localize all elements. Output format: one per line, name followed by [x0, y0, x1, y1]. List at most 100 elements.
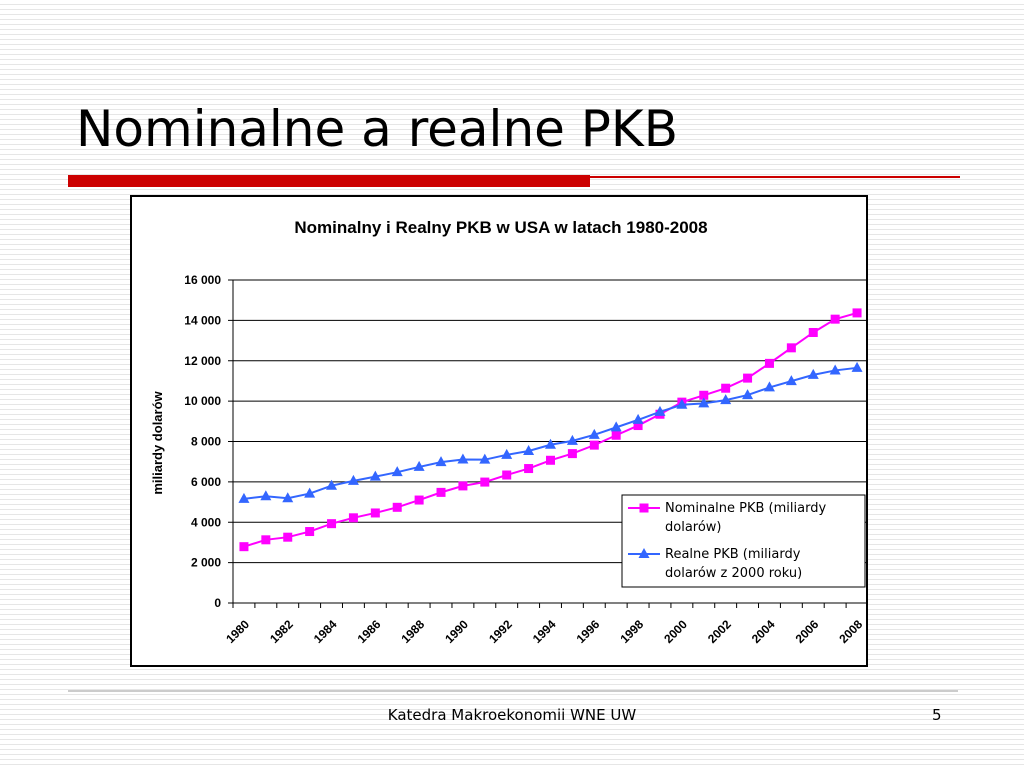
data-point	[830, 314, 840, 324]
footer-text: Katedra Makroekonomii WNE UW	[387, 706, 637, 724]
x-tick-label: 1996	[574, 617, 603, 646]
data-point	[785, 375, 797, 386]
data-point	[370, 508, 380, 518]
data-point	[654, 405, 666, 416]
data-point	[589, 440, 599, 450]
legend-label: dolarów)	[665, 520, 722, 535]
data-point	[807, 368, 819, 379]
data-point	[523, 444, 535, 455]
legend-marker	[638, 548, 650, 558]
line-chart: Nominalny i Realny PKB w USA w latach 19…	[150, 218, 866, 646]
y-tick-labels: 0 2 000 4 000 6 000 8 000 10 000 12 000 14 000 1…	[184, 273, 221, 610]
data-point	[435, 456, 447, 467]
y-tick-label: 2 000	[191, 556, 221, 570]
y-tick-label: 0	[214, 596, 221, 610]
y-axis-label: miliardy dolarów	[150, 390, 165, 494]
data-point	[546, 455, 555, 465]
data-point	[524, 464, 534, 474]
data-point	[392, 502, 402, 512]
data-point	[348, 513, 358, 523]
data-point	[829, 364, 841, 375]
data-point	[566, 434, 578, 445]
series	[238, 308, 863, 552]
title-accent-bar	[68, 175, 590, 187]
data-point	[763, 381, 775, 392]
data-point	[699, 390, 709, 400]
data-point	[479, 453, 491, 464]
x-tick-label: 1980	[223, 617, 252, 646]
x-tick-label: 2008	[836, 617, 865, 646]
x-tick-label: 2002	[705, 617, 734, 646]
data-point	[501, 448, 513, 459]
legend-label: Realne PKB (miliardy	[665, 547, 801, 562]
data-point	[391, 466, 403, 477]
y-tick-label: 6 000	[191, 475, 221, 489]
data-point	[852, 308, 862, 318]
page-number: 5	[932, 706, 942, 724]
x-tick-label: 2000	[661, 617, 690, 646]
data-point	[369, 470, 381, 481]
x-tick-label: 1988	[398, 617, 427, 646]
series-real	[238, 361, 863, 503]
data-point	[238, 492, 250, 503]
x-tick-label: 1998	[617, 617, 646, 646]
data-point	[502, 470, 512, 480]
data-point	[327, 519, 337, 529]
data-point	[720, 394, 732, 405]
chart-container: Nominalny i Realny PKB w USA w latach 19…	[130, 195, 868, 667]
data-point	[588, 428, 600, 439]
data-point	[632, 413, 644, 424]
data-point	[413, 460, 425, 471]
legend-label: Nominalne PKB (miliardy	[665, 501, 826, 516]
data-point	[742, 389, 754, 400]
y-tick-label: 14 000	[184, 313, 221, 327]
y-tick-label: 8 000	[191, 435, 221, 449]
data-point	[743, 373, 753, 383]
data-point	[458, 481, 468, 491]
x-tick-label: 2004	[749, 617, 778, 646]
axes	[228, 279, 866, 608]
footer-divider	[68, 690, 958, 692]
x-tick-label: 1994	[530, 617, 559, 646]
x-tick-label: 1984	[311, 617, 340, 646]
data-point	[305, 527, 315, 537]
series-line	[243, 366, 858, 500]
data-point	[633, 421, 643, 431]
data-point	[239, 542, 249, 552]
data-point	[610, 421, 622, 432]
data-point	[545, 438, 556, 449]
title-accent-line	[590, 176, 960, 178]
data-point	[567, 449, 577, 459]
y-tick-label: 12 000	[184, 354, 221, 368]
x-tick-labels: 1980 1982 1984 1986 1988 1990 1992 1994 1996 1998…	[223, 617, 865, 646]
x-tick-label: 1986	[355, 617, 384, 646]
legend-item: Realne PKB (miliardy dolarów z 2000 roku)	[628, 547, 802, 581]
data-point	[261, 535, 271, 545]
legend-label: dolarów z 2000 roku)	[665, 566, 802, 581]
data-point	[282, 492, 294, 503]
y-tick-label: 4 000	[191, 515, 221, 529]
chart-title: Nominalny i Realny PKB w USA w latach 19…	[294, 218, 707, 237]
y-tick-label: 16 000	[184, 273, 221, 287]
data-point	[676, 398, 688, 409]
legend-marker	[639, 503, 649, 513]
legend: Nominalne PKB (miliardy dolarów) Realne PK…	[621, 494, 866, 588]
x-tick-label: 1990	[442, 617, 471, 646]
data-point	[611, 430, 621, 440]
data-point	[851, 361, 863, 372]
x-tick-label: 2006	[793, 617, 822, 646]
data-point	[457, 453, 469, 464]
y-tick-label: 10 000	[184, 394, 221, 408]
data-point	[326, 479, 338, 490]
data-point	[436, 487, 446, 497]
x-tick-label: 1982	[267, 617, 296, 646]
legend-box	[621, 494, 866, 588]
x-tick-label: 1992	[486, 617, 515, 646]
data-point	[260, 490, 272, 501]
data-point	[414, 495, 424, 505]
data-point	[347, 474, 359, 485]
legend-item: Nominalne PKB (miliardy dolarów)	[628, 501, 826, 535]
data-point	[480, 477, 490, 487]
data-point	[698, 397, 710, 408]
data-point	[786, 343, 796, 353]
